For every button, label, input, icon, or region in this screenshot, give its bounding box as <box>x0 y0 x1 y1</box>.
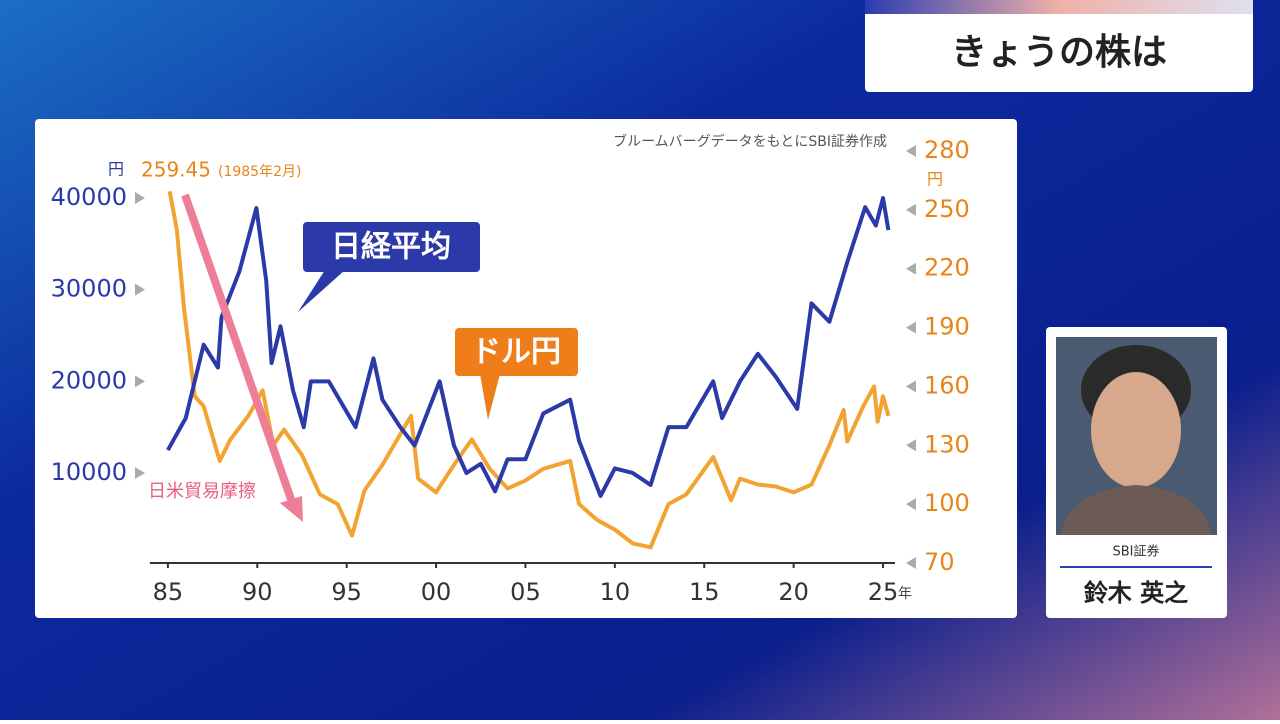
x-tick-label: 90 <box>242 578 273 606</box>
y-tick-label: 20000 <box>51 366 127 394</box>
y2-tick-label: 100 <box>924 489 970 517</box>
x-tick-label: 10 <box>600 578 631 606</box>
x-tick-label: 15 <box>689 578 720 606</box>
x-tick-label: 20 <box>778 578 809 606</box>
y2-tick <box>906 498 916 511</box>
callout-tail <box>480 374 500 420</box>
y2-tick <box>906 380 916 393</box>
y2-tick <box>906 439 916 452</box>
header-title: きょうの株は <box>951 32 1167 73</box>
x-unit: 年 <box>898 586 912 602</box>
x-tick-label: 95 <box>331 578 362 606</box>
y2-tick-label: 130 <box>924 430 970 458</box>
callout-box <box>303 222 480 272</box>
x-tick-label: 00 <box>421 578 452 606</box>
y-tick-label: 40000 <box>51 183 127 211</box>
series-line <box>167 190 891 550</box>
photo-face <box>1091 372 1181 488</box>
y2-tick-label: 70 <box>924 548 955 576</box>
y-unit: 円 <box>108 160 124 179</box>
x-tick-label: 85 <box>153 578 184 606</box>
series-label: 日経平均 <box>331 230 451 265</box>
header-box <box>865 0 1253 92</box>
y2-tick <box>906 557 916 569</box>
y2-tick-label: 220 <box>924 254 970 282</box>
y-tick-label: 30000 <box>51 275 127 303</box>
source: ブルームバーグデータをもとにSBI証券作成 <box>613 133 887 150</box>
y2-tick-label: 190 <box>924 313 970 341</box>
y2-tick <box>906 145 916 157</box>
photo-body <box>1060 485 1212 535</box>
series-line <box>166 196 891 498</box>
x-tick-label: 25 <box>868 578 899 606</box>
y2-unit: 円 <box>927 170 943 189</box>
peak-label: 259.45 <box>141 158 211 182</box>
trade-arrow <box>181 193 297 507</box>
presenter-name: 鈴木 英之 <box>1084 579 1188 607</box>
callout-tail <box>298 270 345 312</box>
y-tick <box>135 375 145 388</box>
y2-tick <box>906 203 916 216</box>
y2-tick-label: 160 <box>924 371 970 399</box>
y-tick <box>135 283 145 296</box>
callout-box <box>455 328 578 376</box>
y2-tick <box>906 321 916 334</box>
trade-label: 日米貿易摩擦 <box>148 481 256 502</box>
y-tick-label: 10000 <box>51 458 127 486</box>
y-tick <box>135 466 145 479</box>
y2-tick <box>906 262 916 275</box>
presenter-company: SBI証券 <box>1112 544 1159 560</box>
peak-date: (1985年2月) <box>218 164 301 180</box>
y2-tick-label: 280 <box>924 136 970 164</box>
header-strip <box>865 0 1253 14</box>
y2-tick-label: 250 <box>924 195 970 223</box>
y-tick <box>135 192 145 205</box>
series-label: ドル円 <box>471 335 561 370</box>
x-tick-label: 05 <box>510 578 541 606</box>
trade-arrow-head <box>280 496 303 522</box>
